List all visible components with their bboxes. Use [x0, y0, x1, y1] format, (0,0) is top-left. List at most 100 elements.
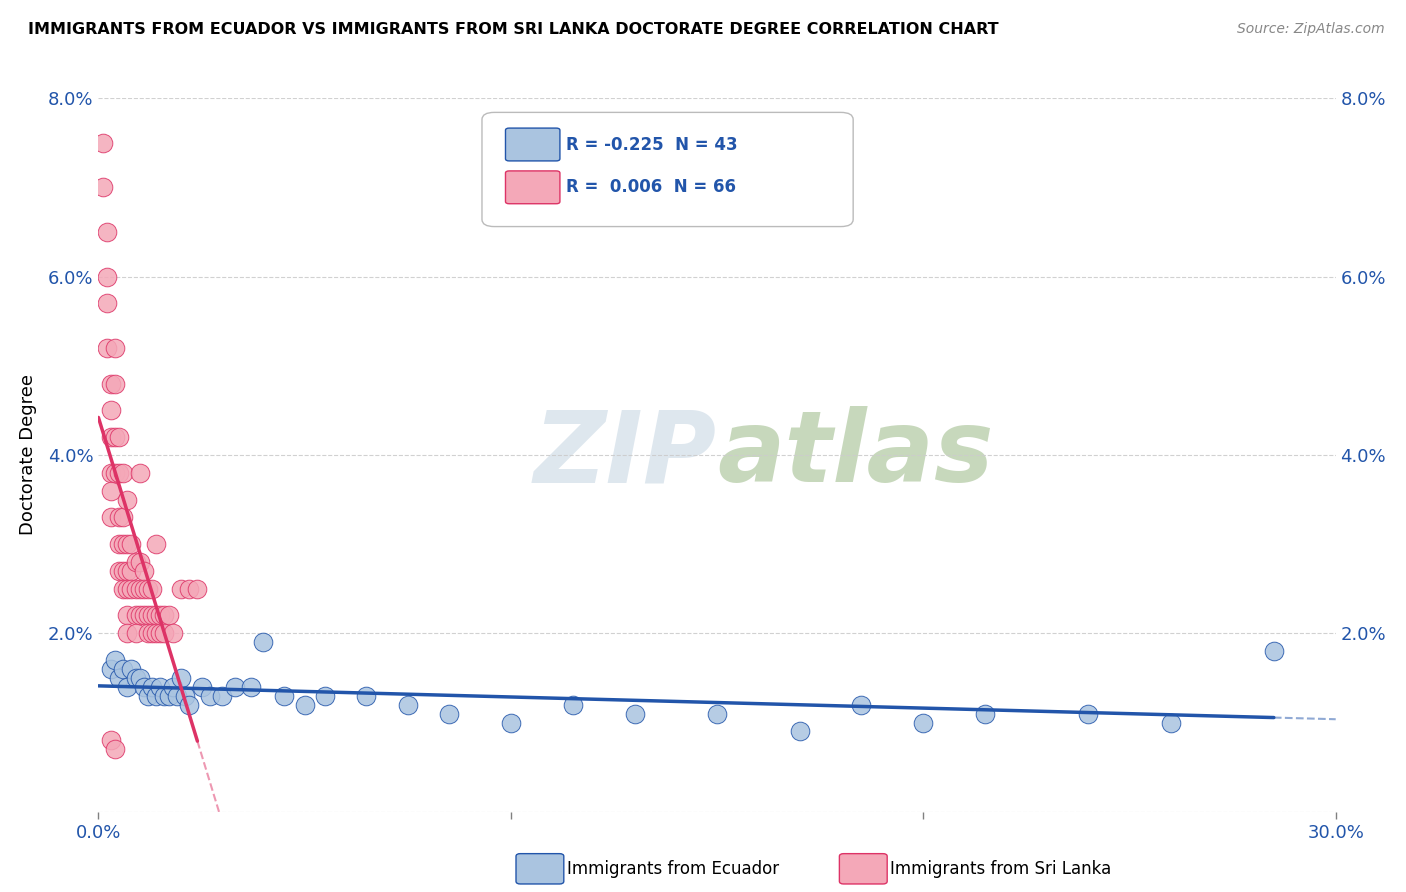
- Point: [170, 582, 193, 596]
- Point: [499, 715, 522, 730]
- FancyBboxPatch shape: [506, 171, 560, 203]
- Point: [128, 671, 150, 685]
- Point: [356, 689, 378, 703]
- Point: [186, 582, 208, 596]
- Point: [136, 689, 159, 703]
- Point: [396, 698, 419, 712]
- Point: [108, 537, 131, 551]
- Text: IMMIGRANTS FROM ECUADOR VS IMMIGRANTS FROM SRI LANKA DOCTORATE DEGREE CORRELATIO: IMMIGRANTS FROM ECUADOR VS IMMIGRANTS FR…: [28, 22, 998, 37]
- Point: [240, 680, 263, 694]
- Point: [117, 492, 139, 507]
- Point: [153, 608, 176, 623]
- Point: [108, 466, 131, 480]
- Point: [112, 466, 135, 480]
- Point: [100, 733, 122, 747]
- Point: [132, 608, 155, 623]
- FancyBboxPatch shape: [506, 128, 560, 161]
- Point: [1263, 644, 1285, 658]
- Point: [128, 466, 150, 480]
- Point: [141, 626, 163, 640]
- Point: [132, 582, 155, 596]
- Point: [112, 582, 135, 596]
- Point: [141, 582, 163, 596]
- Point: [141, 680, 163, 694]
- Point: [179, 698, 201, 712]
- Point: [149, 626, 172, 640]
- Point: [100, 376, 122, 391]
- Point: [211, 689, 233, 703]
- Point: [1160, 715, 1182, 730]
- Point: [108, 430, 131, 444]
- Point: [100, 483, 122, 498]
- Point: [157, 608, 180, 623]
- Point: [149, 608, 172, 623]
- Point: [100, 466, 122, 480]
- Point: [912, 715, 935, 730]
- Point: [112, 510, 135, 524]
- Point: [162, 680, 184, 694]
- Point: [136, 582, 159, 596]
- Point: [174, 689, 197, 703]
- Text: R = -0.225  N = 43: R = -0.225 N = 43: [567, 136, 738, 153]
- Point: [104, 653, 127, 667]
- Point: [128, 582, 150, 596]
- Point: [252, 635, 274, 649]
- Point: [145, 608, 167, 623]
- Point: [108, 510, 131, 524]
- Point: [145, 626, 167, 640]
- Point: [100, 430, 122, 444]
- Point: [149, 680, 172, 694]
- Point: [162, 626, 184, 640]
- Point: [100, 510, 122, 524]
- Point: [157, 689, 180, 703]
- Point: [91, 180, 114, 194]
- Point: [117, 680, 139, 694]
- FancyBboxPatch shape: [482, 112, 853, 227]
- Point: [124, 555, 146, 569]
- Point: [104, 376, 127, 391]
- Point: [104, 430, 127, 444]
- Point: [124, 626, 146, 640]
- Text: R =  0.006  N = 66: R = 0.006 N = 66: [567, 178, 737, 196]
- Text: Immigrants from Ecuador: Immigrants from Ecuador: [567, 860, 779, 878]
- Point: [153, 626, 176, 640]
- Point: [96, 296, 118, 310]
- Point: [141, 608, 163, 623]
- Point: [851, 698, 873, 712]
- Point: [273, 689, 295, 703]
- Point: [437, 706, 460, 721]
- Point: [706, 706, 728, 721]
- Point: [112, 564, 135, 578]
- Point: [104, 742, 127, 756]
- Text: Immigrants from Sri Lanka: Immigrants from Sri Lanka: [890, 860, 1111, 878]
- Point: [120, 564, 142, 578]
- Point: [112, 662, 135, 676]
- Point: [132, 564, 155, 578]
- Point: [974, 706, 997, 721]
- Point: [120, 662, 142, 676]
- Point: [179, 582, 201, 596]
- Text: atlas: atlas: [717, 407, 994, 503]
- Point: [561, 698, 583, 712]
- Point: [112, 537, 135, 551]
- Point: [108, 564, 131, 578]
- Point: [117, 608, 139, 623]
- Point: [100, 662, 122, 676]
- Point: [117, 582, 139, 596]
- Point: [117, 626, 139, 640]
- Point: [104, 466, 127, 480]
- Text: Source: ZipAtlas.com: Source: ZipAtlas.com: [1237, 22, 1385, 37]
- Point: [124, 608, 146, 623]
- Point: [124, 582, 146, 596]
- Point: [124, 671, 146, 685]
- Point: [190, 680, 212, 694]
- Point: [198, 689, 221, 703]
- Point: [96, 341, 118, 355]
- Point: [120, 582, 142, 596]
- Point: [120, 537, 142, 551]
- Point: [100, 403, 122, 417]
- Point: [170, 671, 193, 685]
- Point: [1077, 706, 1099, 721]
- Point: [117, 537, 139, 551]
- Point: [136, 626, 159, 640]
